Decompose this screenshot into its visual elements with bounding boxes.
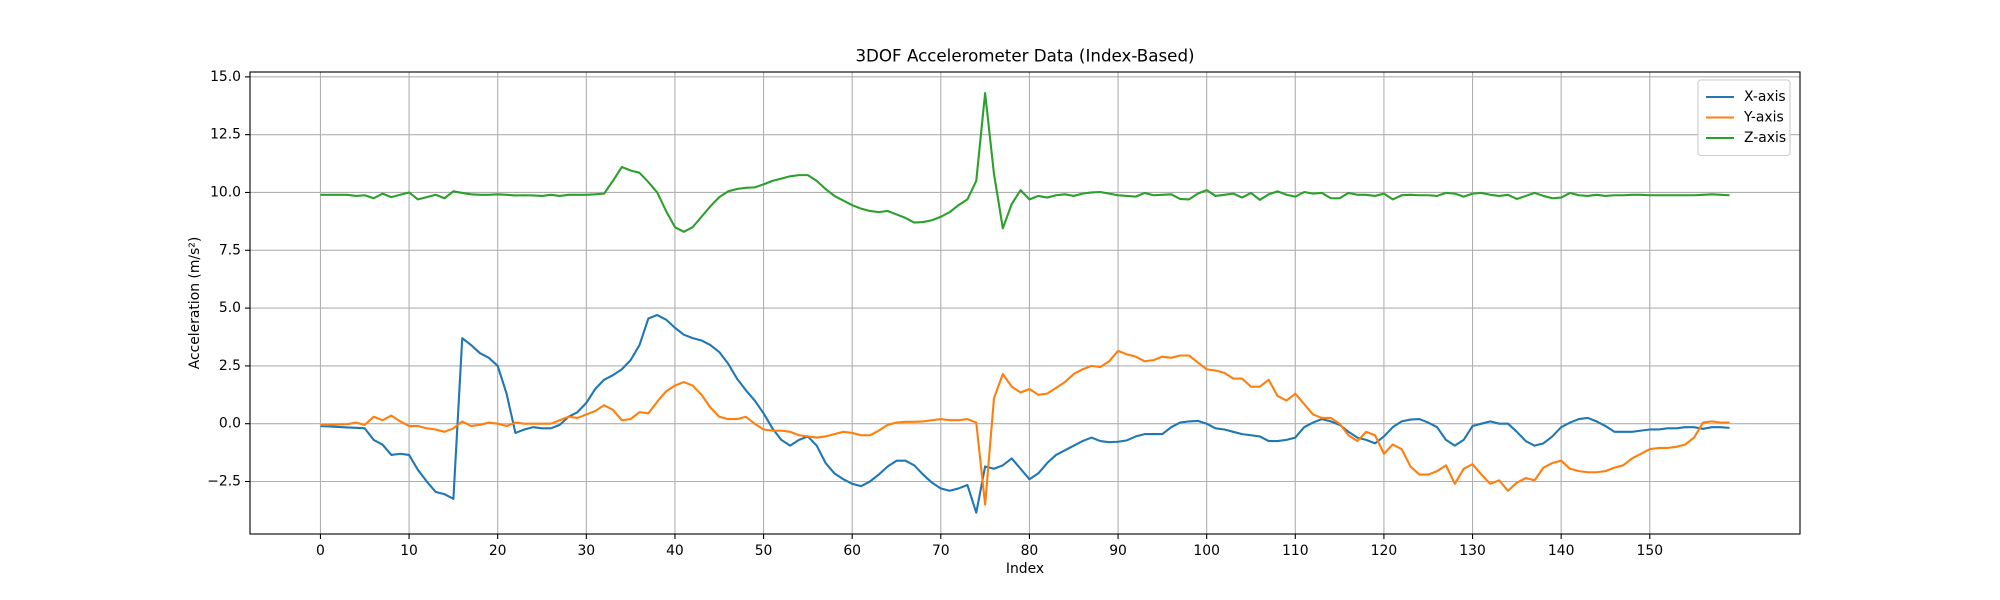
y-tick-label: 12.5 — [210, 127, 241, 143]
y-tick-label: 10.0 — [210, 184, 241, 200]
data-line — [320, 349, 1730, 506]
y-tick-label: 2.5 — [219, 358, 241, 374]
data-line — [320, 313, 1730, 514]
y-tick-label: 5.0 — [219, 300, 241, 316]
y-tick-label: 7.5 — [219, 242, 241, 258]
x-tick-label: 20 — [489, 543, 507, 559]
x-tick-label: 80 — [1021, 543, 1039, 559]
x-tick-label: 40 — [666, 543, 684, 559]
legend-label: Y-axis — [1743, 110, 1784, 126]
x-tick-label: 120 — [1371, 543, 1398, 559]
x-tick-label: 30 — [577, 543, 595, 559]
x-tick-label: 110 — [1282, 543, 1309, 559]
x-tick-label: 130 — [1459, 543, 1486, 559]
legend-box — [1697, 79, 1791, 157]
x-axis-label: Index — [1006, 561, 1044, 577]
chart-title: 3DOF Accelerometer Data (Index-Based) — [855, 46, 1194, 66]
x-tick-label: 90 — [1109, 543, 1127, 559]
x-tick-label: 60 — [843, 543, 861, 559]
y-tick-label: −2.5 — [207, 474, 241, 490]
y-axis-label: Acceleration (m/s²) — [187, 237, 203, 370]
x-tick-label: 140 — [1548, 543, 1575, 559]
x-tick-label: 70 — [932, 543, 950, 559]
x-tick-label: 100 — [1193, 543, 1220, 559]
data-line — [320, 91, 1730, 233]
y-tick-label: 0.0 — [219, 416, 241, 432]
legend-label: X-axis — [1744, 89, 1786, 105]
plot-frame — [249, 71, 1801, 535]
legend-label: Z-axis — [1744, 130, 1786, 146]
x-tick-label: 0 — [316, 543, 325, 559]
x-tick-label: 10 — [400, 543, 418, 559]
y-tick-label: 15.0 — [210, 69, 241, 85]
x-tick-label: 150 — [1637, 543, 1664, 559]
x-tick-label: 50 — [755, 543, 773, 559]
